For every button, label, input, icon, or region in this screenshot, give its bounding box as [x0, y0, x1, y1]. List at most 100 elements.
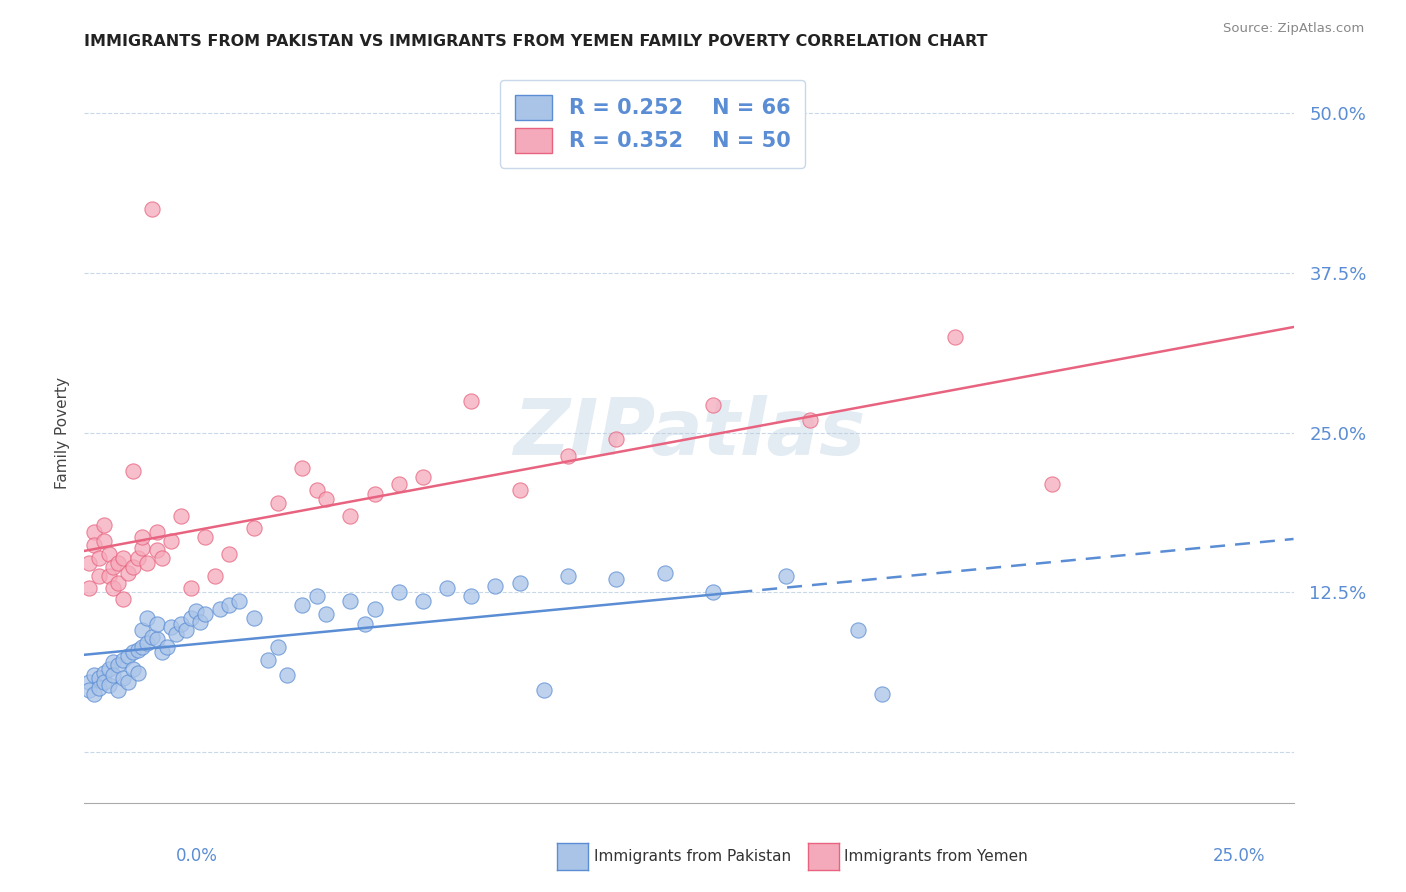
Point [180, 582, 202, 596]
Point [83, 668, 105, 682]
Point [141, 202, 163, 217]
Point [146, 543, 169, 558]
Point [267, 496, 290, 510]
Point [117, 566, 139, 580]
Point [412, 594, 434, 608]
Point [97, 662, 120, 676]
Point [117, 674, 139, 689]
Point [242, 611, 264, 625]
Point [97, 568, 120, 582]
Point [194, 530, 217, 544]
Point [204, 568, 226, 582]
Point [363, 601, 385, 615]
Point [121, 464, 143, 478]
Point [146, 525, 169, 540]
Point [93, 534, 115, 549]
Text: 25.0%: 25.0% [1213, 847, 1265, 865]
Point [339, 594, 361, 608]
Point [305, 589, 328, 603]
Point [103, 668, 125, 682]
Point [354, 617, 377, 632]
Point [605, 573, 627, 587]
Point [533, 683, 555, 698]
Point [160, 620, 183, 634]
Point [136, 611, 159, 625]
Point [276, 668, 298, 682]
Point [97, 678, 120, 692]
Point [267, 640, 290, 654]
Point [112, 653, 135, 667]
Text: Immigrants from Yemen: Immigrants from Yemen [844, 849, 1028, 863]
Point [315, 491, 337, 506]
Y-axis label: Family Poverty: Family Poverty [55, 376, 70, 489]
Point [87, 550, 110, 565]
Text: Source: ZipAtlas.com: Source: ZipAtlas.com [1223, 22, 1364, 36]
Text: ZIPatlas: ZIPatlas [513, 394, 865, 471]
Point [174, 624, 197, 638]
Point [97, 547, 120, 561]
Point [160, 534, 183, 549]
Point [165, 627, 187, 641]
Point [136, 636, 159, 650]
Point [509, 576, 531, 591]
Point [107, 683, 129, 698]
Point [218, 547, 240, 561]
Point [87, 681, 110, 695]
Point [77, 674, 100, 689]
Point [872, 687, 894, 701]
Point [291, 461, 314, 475]
Point [155, 640, 177, 654]
Point [170, 617, 193, 632]
Point [107, 576, 129, 591]
Point [436, 582, 458, 596]
Point [150, 550, 173, 565]
Point [131, 640, 153, 654]
Point [194, 607, 217, 621]
Point [103, 656, 125, 670]
Point [799, 413, 821, 427]
Point [412, 470, 434, 484]
Point [180, 611, 202, 625]
Point [1040, 476, 1063, 491]
Point [131, 541, 153, 555]
Point [112, 671, 135, 685]
Point [127, 642, 149, 657]
Point [218, 598, 240, 612]
Point [121, 559, 143, 574]
Point [127, 550, 149, 565]
Point [146, 617, 169, 632]
Point [136, 556, 159, 570]
Point [112, 591, 135, 606]
Point [77, 556, 100, 570]
Point [107, 556, 129, 570]
Point [702, 398, 724, 412]
Point [77, 582, 100, 596]
Point [117, 648, 139, 663]
Point [775, 568, 797, 582]
Point [77, 683, 100, 698]
Point [339, 508, 361, 523]
Point [103, 559, 125, 574]
Point [93, 665, 115, 680]
Point [87, 671, 110, 685]
Point [557, 568, 579, 582]
Point [107, 657, 129, 672]
Point [170, 508, 193, 523]
Point [460, 393, 482, 408]
Point [131, 624, 153, 638]
Point [184, 604, 207, 618]
Point [150, 645, 173, 659]
Point [127, 665, 149, 680]
Point [846, 624, 869, 638]
Point [93, 517, 115, 532]
Point [315, 607, 337, 621]
Text: Immigrants from Pakistan: Immigrants from Pakistan [593, 849, 790, 863]
Point [388, 476, 411, 491]
Point [291, 598, 314, 612]
Point [363, 487, 385, 501]
Point [305, 483, 328, 497]
Point [83, 687, 105, 701]
Legend: R = 0.252    N = 66, R = 0.352    N = 50: R = 0.252 N = 66, R = 0.352 N = 50 [501, 80, 806, 168]
Point [242, 521, 264, 535]
Text: IMMIGRANTS FROM PAKISTAN VS IMMIGRANTS FROM YEMEN FAMILY POVERTY CORRELATION CHA: IMMIGRANTS FROM PAKISTAN VS IMMIGRANTS F… [84, 34, 988, 49]
